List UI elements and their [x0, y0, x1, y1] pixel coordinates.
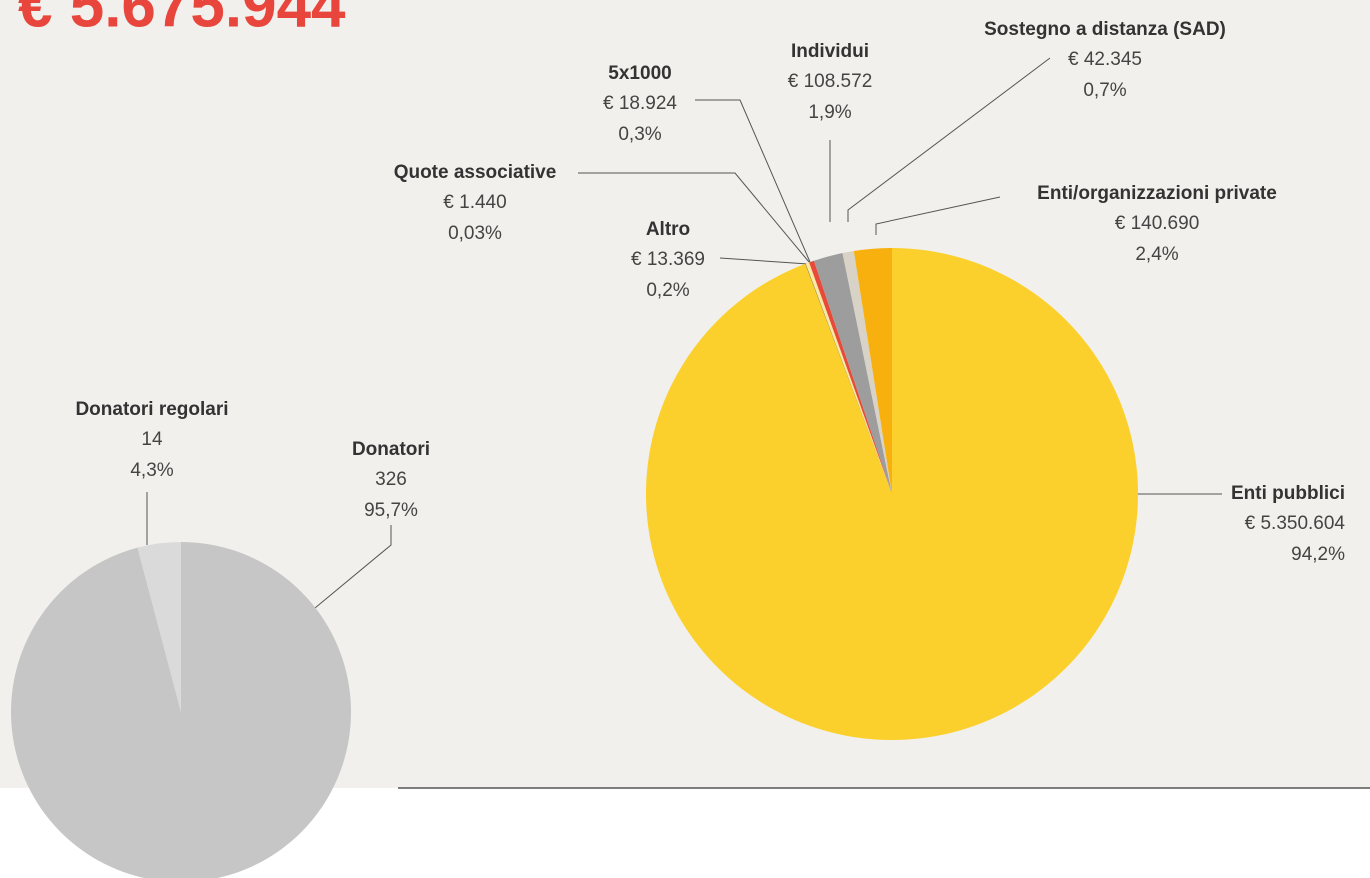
- pie-slice: [853, 248, 892, 494]
- slice-value: € 18.924: [603, 93, 677, 114]
- pie-slice: [11, 542, 351, 878]
- slice-percentage: 0,7%: [1083, 80, 1126, 101]
- leader-lines: [146, 57, 1222, 609]
- slice-name: Donatori: [352, 439, 430, 460]
- slice-name: Donatori regolari: [75, 399, 228, 420]
- slice-percentage: 2,4%: [1135, 244, 1178, 265]
- slice-percentage: 94,2%: [1291, 544, 1345, 565]
- slice-name: Individui: [791, 41, 869, 62]
- leader: [314, 525, 392, 609]
- leader: [578, 172, 810, 263]
- slice-percentage: 0,2%: [646, 280, 689, 301]
- slice-value: € 1.440: [443, 192, 506, 213]
- leader: [847, 57, 1051, 222]
- slice-name: Enti/organizzazioni private: [1037, 183, 1277, 204]
- slice-name: Altro: [646, 219, 690, 240]
- slice-value: € 42.345: [1068, 49, 1142, 70]
- slice-percentage: 0,03%: [448, 223, 502, 244]
- slice-name: Quote associative: [394, 162, 557, 183]
- total-title: € 5.675.944: [18, 0, 346, 40]
- slice-name: Sostegno a distanza (SAD): [984, 19, 1226, 40]
- slice-value: € 140.690: [1115, 213, 1200, 234]
- pie-slice: [646, 248, 1138, 740]
- pie-slice: [805, 262, 892, 494]
- slice-percentage: 0,3%: [618, 124, 661, 145]
- slice-name: 5x1000: [608, 63, 671, 84]
- slice-percentage: 1,9%: [808, 102, 851, 123]
- pie-slice: [137, 542, 181, 712]
- slice-value: € 108.572: [788, 71, 873, 92]
- pie-slice: [813, 253, 892, 494]
- leader: [719, 257, 809, 265]
- pie-slice: [805, 263, 892, 494]
- slice-value: 326: [375, 469, 407, 490]
- pie-slice: [842, 250, 892, 494]
- leader: [695, 99, 811, 263]
- leader: [875, 196, 1001, 235]
- slice-percentage: 95,7%: [364, 500, 418, 521]
- slice-value: € 13.369: [631, 249, 705, 270]
- slice-value: 14: [141, 429, 163, 450]
- slice-name: Enti pubblici: [1231, 483, 1345, 504]
- slice-percentage: 4,3%: [130, 460, 173, 481]
- pie-slice: [809, 260, 892, 494]
- slice-value: € 5.350.604: [1245, 513, 1346, 534]
